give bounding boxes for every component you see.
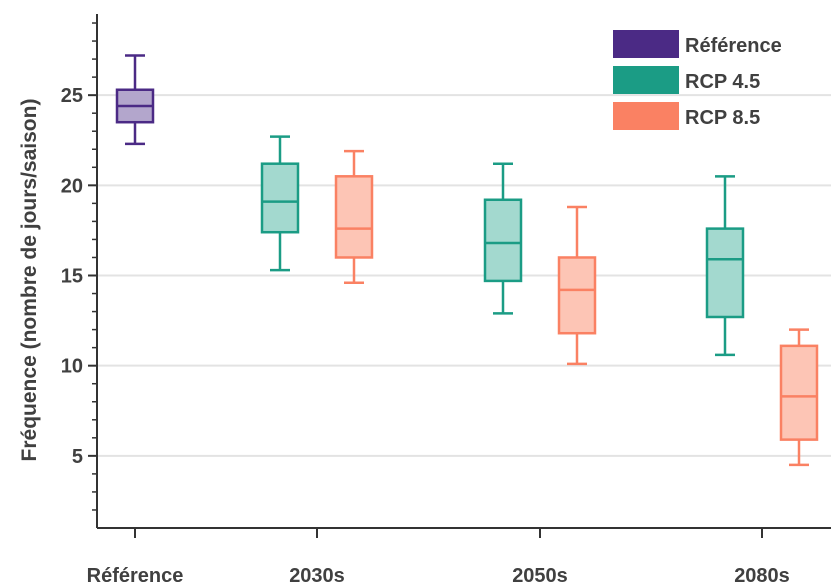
box-rcp-4-5-2030s: [260, 135, 300, 272]
legend-entry: RCP 8.5: [613, 102, 760, 130]
box-iqr: [260, 162, 300, 234]
box-rcp-4-5-2050s: [483, 162, 523, 315]
boxes: [115, 54, 819, 467]
y-tick-label: 20: [61, 175, 83, 197]
box-r-f-rence-r-f-rence: [115, 54, 155, 146]
y-tick-label: 25: [61, 85, 83, 107]
legend-entry: RCP 4.5: [613, 66, 760, 94]
box-iqr: [779, 344, 819, 441]
y-axis-title: Fréquence (nombre de jours/saison): [18, 99, 41, 462]
legend-swatch: [613, 66, 679, 94]
y-tick-label: 15: [61, 266, 83, 288]
axes: 5 10 15 20 25 Référence 2030s 2050s 2080s: [61, 14, 831, 586]
legend-label: RCP 8.5: [685, 107, 760, 129]
y-tick-label: 5: [72, 446, 83, 468]
legend-entry: Référence: [613, 30, 782, 58]
box-rcp-8-5-2080s: [779, 328, 819, 467]
legend: Référence RCP 4.5 RCP 8.5: [613, 30, 782, 130]
box-rcp-8-5-2030s: [334, 149, 374, 284]
box-rcp-4-5-2080s: [705, 175, 745, 357]
legend-swatch: [613, 30, 679, 58]
legend-label: Référence: [685, 35, 782, 57]
y-tick-label: 10: [61, 356, 83, 378]
gridlines: [97, 94, 831, 457]
box-iqr: [334, 175, 374, 259]
box-iqr: [483, 198, 523, 283]
x-tick-label: 2080s: [734, 565, 790, 586]
box-iqr: [705, 227, 745, 319]
x-tick-label: Référence: [87, 565, 184, 586]
x-tick-label: 2050s: [512, 565, 568, 586]
legend-label: RCP 4.5: [685, 71, 760, 93]
legend-swatch: [613, 102, 679, 130]
box-rcp-8-5-2050s: [557, 205, 597, 366]
box-iqr: [557, 256, 597, 335]
x-tick-label: 2030s: [289, 565, 345, 586]
